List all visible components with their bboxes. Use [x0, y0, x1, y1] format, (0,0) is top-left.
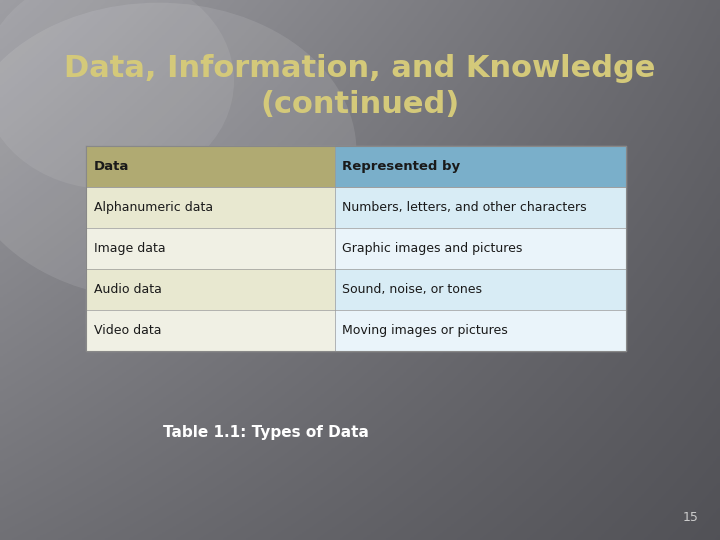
Bar [335, 269, 626, 310]
Ellipse shape [0, 0, 234, 189]
Bar [335, 310, 626, 351]
Text: Image data: Image data [94, 242, 165, 255]
Bar [86, 310, 335, 351]
Text: Data: Data [94, 160, 129, 173]
Text: Sound, noise, or tones: Sound, noise, or tones [342, 283, 482, 296]
Text: Data, Information, and Knowledge
(continued): Data, Information, and Knowledge (contin… [64, 54, 656, 119]
Bar [335, 146, 626, 187]
Ellipse shape [0, 3, 356, 300]
Bar [86, 228, 335, 269]
Text: Moving images or pictures: Moving images or pictures [342, 324, 508, 337]
Text: 15: 15 [683, 511, 698, 524]
Bar [86, 269, 335, 310]
Bar [86, 187, 335, 228]
Text: Represented by: Represented by [342, 160, 460, 173]
Bar [335, 187, 626, 228]
Text: Graphic images and pictures: Graphic images and pictures [342, 242, 523, 255]
Text: Video data: Video data [94, 324, 161, 337]
Text: Numbers, letters, and other characters: Numbers, letters, and other characters [342, 201, 587, 214]
Text: Table 1.1: Types of Data: Table 1.1: Types of Data [163, 424, 369, 440]
Bar [86, 146, 626, 351]
Text: Audio data: Audio data [94, 283, 161, 296]
Bar [335, 228, 626, 269]
Bar [86, 146, 335, 187]
Text: Alphanumeric data: Alphanumeric data [94, 201, 212, 214]
